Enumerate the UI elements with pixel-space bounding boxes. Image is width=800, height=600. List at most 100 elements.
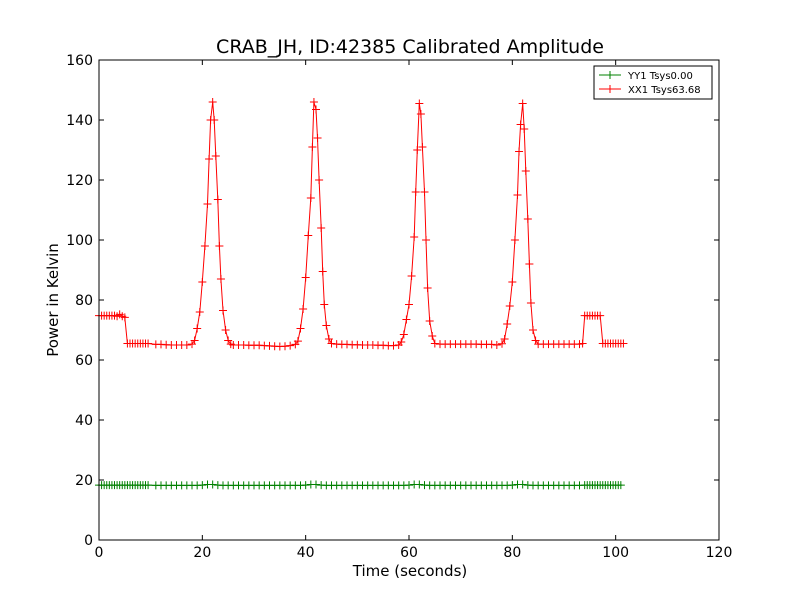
data-point (313, 134, 322, 142)
data-point (210, 116, 219, 124)
data-point (216, 275, 225, 283)
x-tick-label: 80 (503, 545, 521, 561)
data-point (293, 337, 302, 346)
legend-entry: XX1 Tsys63.68 (599, 85, 701, 96)
data-point (320, 300, 329, 309)
data-point (317, 224, 326, 232)
data-point (516, 120, 525, 129)
data-point (423, 284, 432, 292)
legend-label: YY1 Tsys0.00 (627, 71, 693, 82)
data-point (510, 236, 519, 244)
y-tick-label: 40 (75, 413, 93, 429)
data-point (399, 330, 408, 339)
data-point (312, 480, 320, 489)
data-point (219, 306, 227, 315)
data-point (596, 311, 605, 320)
data-point (200, 242, 209, 250)
data-point (144, 481, 153, 490)
series-1 (95, 480, 625, 490)
data-point (205, 155, 214, 163)
data-point (203, 200, 212, 208)
data-point (195, 308, 204, 316)
data-point (487, 340, 496, 349)
data-point (198, 278, 207, 286)
axes: 0 20 40 60 80 100 120 0 20 40 60 80 100 120 140 160 (66, 53, 732, 561)
data-point (521, 167, 530, 175)
data-point (318, 267, 327, 276)
series-2 (95, 98, 628, 351)
data-point (498, 339, 506, 348)
data-point (422, 236, 431, 244)
data-point (425, 317, 434, 325)
y-tick-label: 160 (66, 53, 93, 69)
legend: YY1 Tsys0.00 XX1 Tsys63.68 (593, 65, 713, 100)
data-point (513, 191, 522, 199)
data-point (526, 299, 535, 307)
data-point (578, 339, 587, 348)
y-axis-label: Power in Kelvin (44, 243, 62, 357)
data-point (411, 188, 420, 196)
legend-entry: YY1 Tsys0.00 (599, 71, 693, 82)
data-point (208, 98, 217, 106)
data-point (418, 143, 427, 151)
legend-label: XX1 Tsys63.68 (628, 85, 701, 96)
data-point (120, 313, 129, 322)
y-tick-label: 20 (75, 473, 93, 489)
data-point (508, 481, 517, 490)
y-tick-label: 60 (75, 353, 93, 369)
x-axis-label: Time (seconds) (352, 562, 468, 580)
data-point (309, 98, 318, 106)
data-point (413, 146, 422, 154)
data-point (503, 320, 512, 328)
data-point (315, 176, 324, 184)
data-point (327, 339, 336, 348)
data-point (304, 231, 313, 240)
data-point (144, 339, 153, 348)
data-point (308, 143, 317, 151)
data-point (301, 481, 310, 490)
data-point (508, 278, 517, 286)
legend-marker (606, 71, 614, 79)
data-point (529, 326, 537, 334)
x-tick-label: 40 (297, 545, 315, 561)
data-point (492, 341, 501, 349)
data-point (213, 195, 222, 204)
x-tick-label: 120 (706, 545, 733, 561)
data-point (523, 215, 532, 223)
data-point (410, 233, 419, 241)
y-tick-label: 140 (66, 113, 93, 129)
data-point (616, 481, 625, 490)
data-point (215, 242, 224, 250)
data-point (525, 260, 534, 268)
data-point (518, 99, 527, 108)
data-point (389, 341, 398, 350)
data-point (193, 324, 202, 333)
data-point (296, 324, 305, 333)
y-tick-label: 120 (66, 173, 93, 189)
data-point (198, 481, 207, 490)
data-point (397, 338, 406, 346)
data-point (518, 480, 527, 489)
data-point (416, 110, 425, 118)
x-tick-label: 60 (400, 545, 418, 561)
plot-area (95, 98, 628, 490)
data-point (405, 300, 413, 309)
series-line (99, 101, 624, 348)
data-point (430, 339, 439, 348)
data-point (281, 342, 289, 351)
data-point (515, 147, 524, 156)
x-tick-label: 20 (193, 545, 211, 561)
data-point (306, 194, 315, 202)
data-point (405, 481, 413, 490)
data-point (286, 341, 295, 350)
data-point (324, 335, 333, 343)
chart-title: CRAB_JH, ID:42385 Calibrated Amplitude (216, 36, 604, 58)
data-point (299, 305, 308, 313)
data-point (221, 326, 230, 334)
data-point (211, 152, 220, 160)
data-point (208, 480, 217, 489)
data-point (505, 302, 514, 310)
data-point (402, 315, 411, 324)
data-point (312, 105, 320, 114)
